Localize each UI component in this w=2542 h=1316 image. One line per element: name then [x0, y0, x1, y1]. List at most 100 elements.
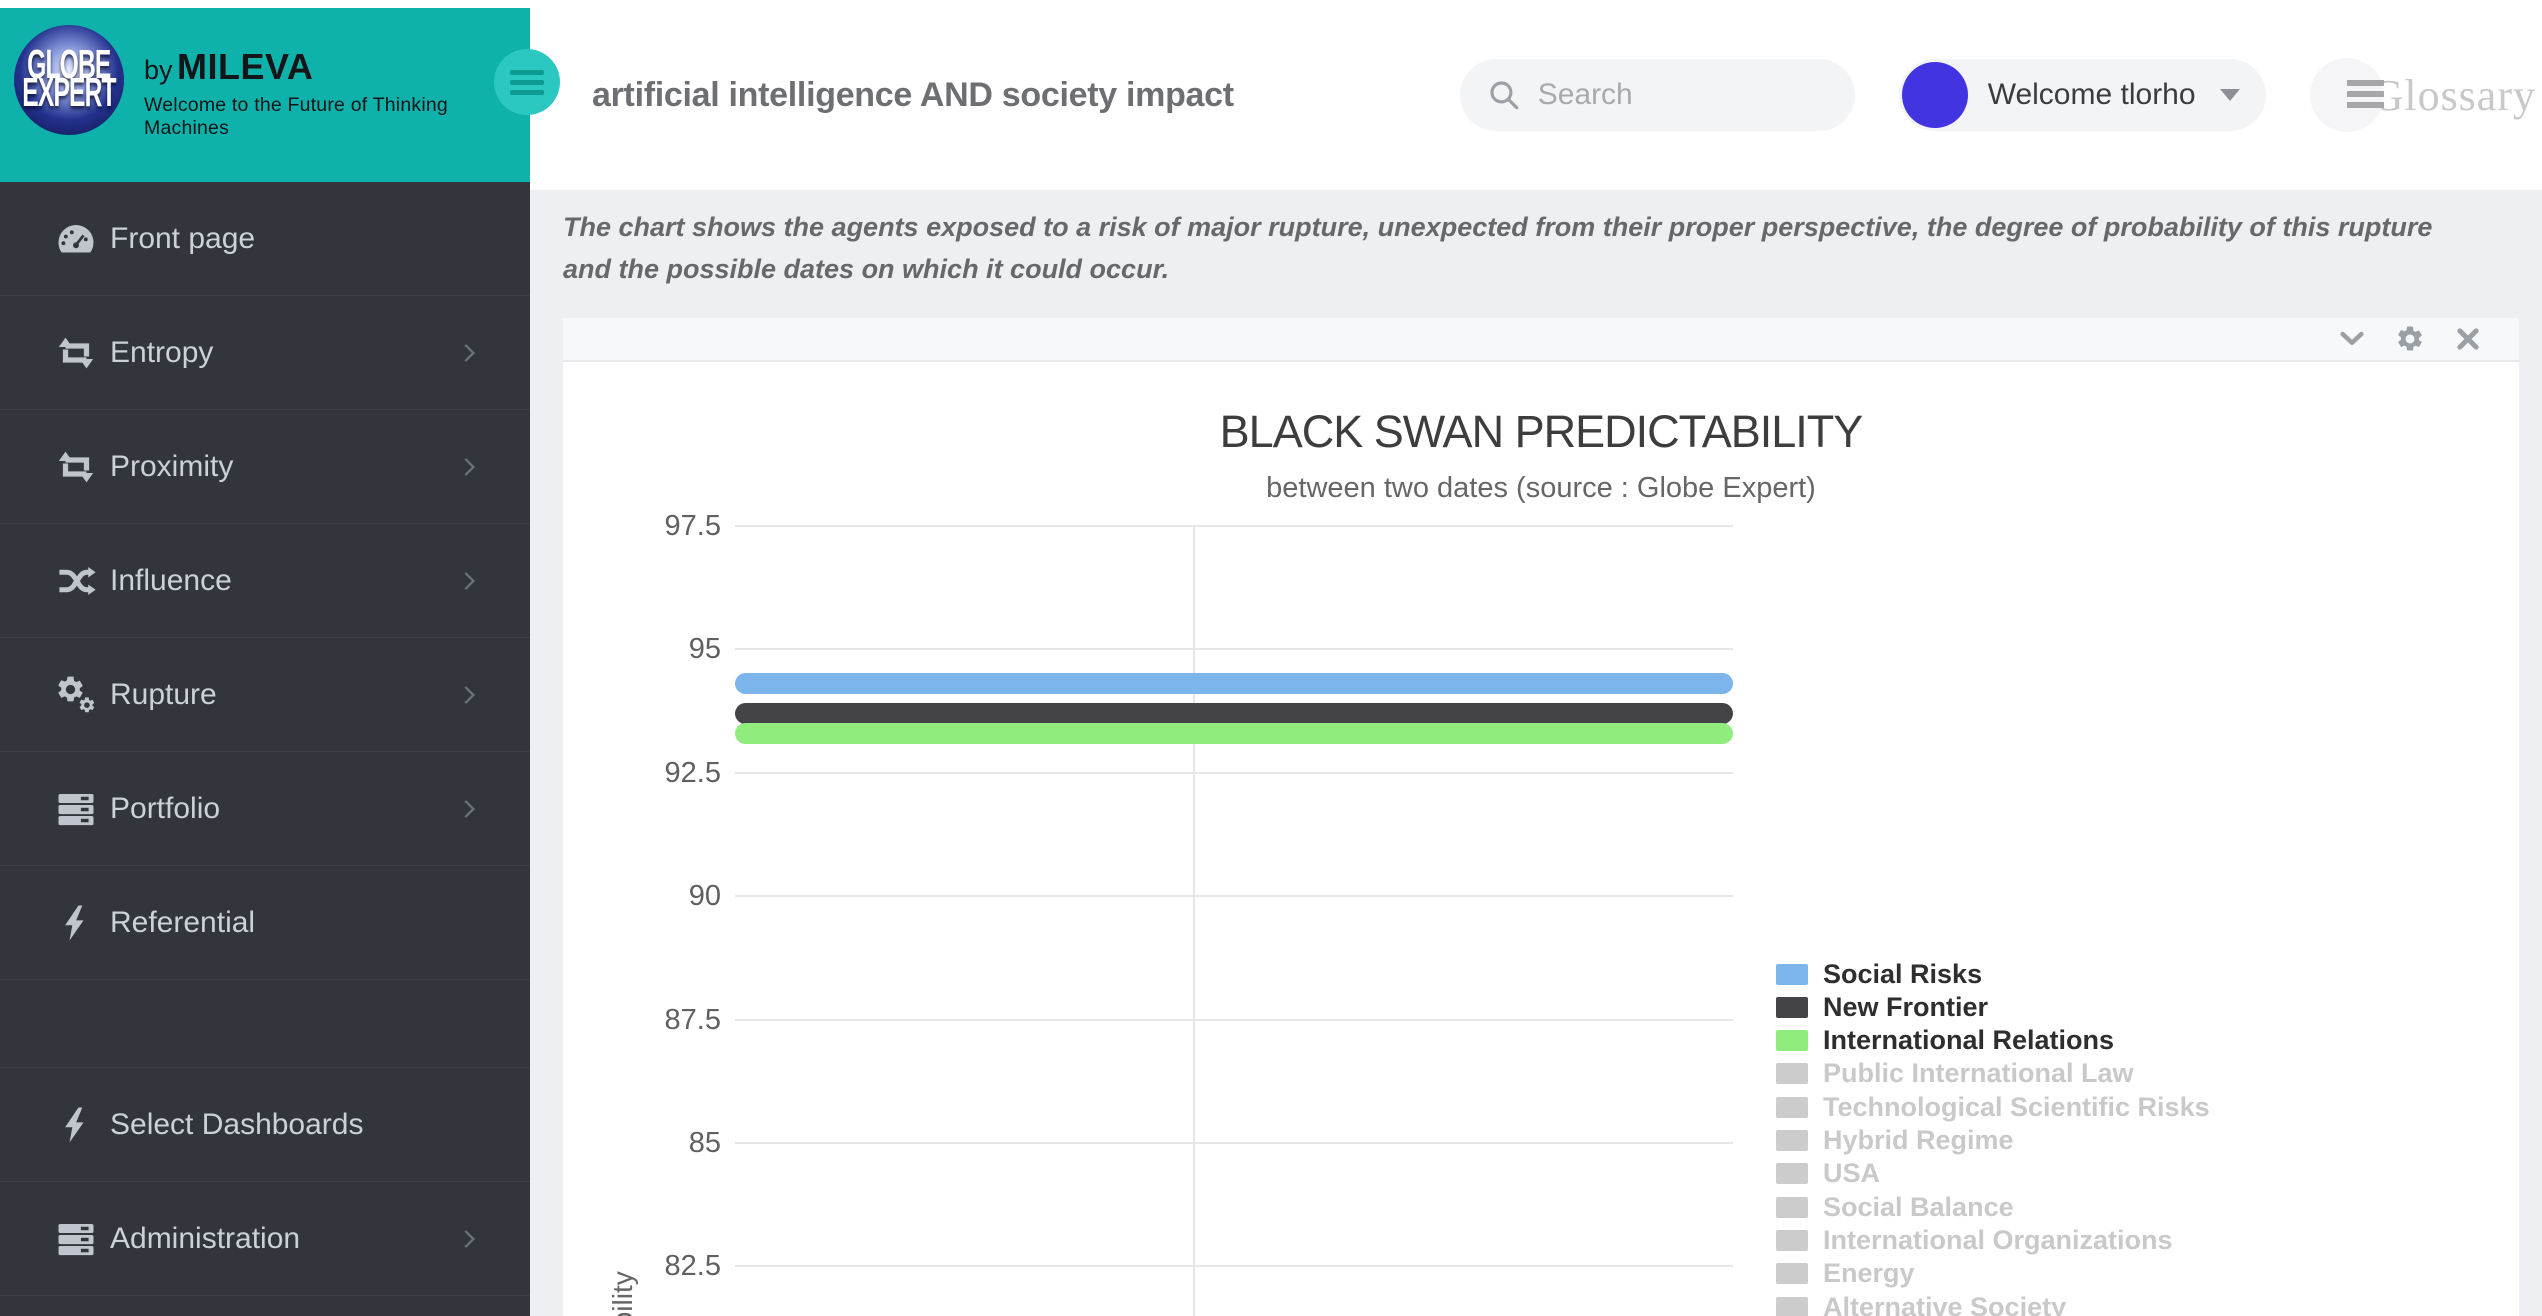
sidebar-item-proximity[interactable]: Proximity [0, 410, 530, 524]
retweet-icon [55, 446, 97, 488]
sidebar-item-label: Influence [110, 563, 232, 597]
user-avatar [1901, 62, 1968, 128]
chevron-right-icon [454, 566, 484, 596]
server-icon [55, 1218, 97, 1260]
legend-swatch [1776, 1263, 1808, 1285]
chevron-right-icon [454, 338, 484, 368]
sidebar-item-rupture[interactable]: Rupture [0, 638, 530, 752]
legend-swatch [1776, 1229, 1808, 1251]
legend-item-public-international-law[interactable]: Public International Law [1776, 1058, 2134, 1089]
panel-header [563, 318, 2519, 362]
chevron-right-icon [454, 794, 484, 824]
sidebar-item-label: Entropy [110, 335, 214, 369]
legend-item-energy[interactable]: Energy [1776, 1258, 1915, 1288]
sidebar-item-administration[interactable]: Administration [0, 1182, 530, 1296]
chart-subtitle: between two dates (source : Globe Expert… [1266, 472, 1816, 504]
legend-item-hybrid-regime[interactable]: Hybrid Regime [1776, 1125, 2014, 1155]
collapse-panel-button[interactable] [2335, 322, 2369, 356]
legend-item-social-balance[interactable]: Social Balance [1776, 1191, 2014, 1222]
user-menu[interactable]: Welcome tlorho [1898, 59, 2266, 131]
server-icon [55, 788, 97, 830]
y-tick-label: 82.5 [664, 1250, 721, 1283]
legend-swatch [1776, 963, 1808, 985]
globe-expert-logo: GLOBE EXPERT [14, 25, 124, 135]
legend-item-new-frontier[interactable]: New Frontier [1776, 992, 1988, 1022]
sidebar-item-referential[interactable]: Referential [0, 866, 530, 980]
gridline [735, 1018, 1733, 1021]
sidebar-item-spacer [0, 980, 530, 1068]
sidebar-item-label: Rupture [110, 677, 217, 711]
brand-tagline: Welcome to the Future of Thinking Machin… [144, 94, 448, 139]
sidebar-item-label: Front page [110, 221, 256, 255]
legend-label: USA [1823, 1158, 1881, 1189]
legend-item-international-relations[interactable]: International Relations [1776, 1025, 2115, 1056]
legend-item-usa[interactable]: USA [1776, 1158, 1881, 1189]
sidebar-item-label: Referential [110, 905, 256, 939]
legend-label: Hybrid Regime [1823, 1125, 2014, 1155]
search-input[interactable] [1537, 78, 1828, 112]
legend-label: Social Balance [1823, 1191, 2014, 1222]
y-tick-label: 97.5 [664, 510, 721, 542]
glossary-circle [2309, 58, 2384, 132]
gridline [735, 525, 1733, 527]
legend-label: International Relations [1823, 1025, 2115, 1056]
legend-item-international-organizations[interactable]: International Organizations [1776, 1225, 2173, 1255]
brand-text: by MILEVA Welcome to the Future of Think… [144, 46, 530, 140]
user-menu-label: Welcome tlorho [1987, 78, 2196, 111]
glossary-label: Glossary [2371, 70, 2536, 120]
sidebar: GLOBE EXPERT by MILEVA Welcome to the Fu… [0, 8, 530, 1316]
gridline [735, 1265, 1733, 1268]
chart-description: The chart shows the agents exposed to a … [563, 212, 2433, 284]
brand-header: GLOBE EXPERT by MILEVA Welcome to the Fu… [0, 8, 530, 182]
gridline [735, 648, 1733, 651]
legend-swatch [1776, 1063, 1808, 1085]
chart-title: BLACK SWAN PREDICTABILITY [1219, 406, 1864, 457]
sidebar-item-select-dashboards[interactable]: Select Dashboards [0, 1068, 530, 1182]
retweet-icon [55, 332, 97, 374]
legend-label: Social Risks [1823, 958, 1983, 989]
legend-swatch [1776, 1296, 1808, 1316]
menu-toggle-button[interactable] [494, 49, 560, 115]
sidebar-nav: Front page Entropy Proximity Influence Ruptu… [0, 182, 530, 1316]
series-line-social-risks [735, 673, 1733, 695]
brand-name: MILEVA [176, 46, 314, 87]
legend-item-alternative-society[interactable]: Alternative Society [1776, 1292, 2066, 1316]
logo-word-expert: EXPERT [22, 71, 116, 116]
bolt-icon [55, 1104, 97, 1146]
legend-swatch [1776, 1130, 1808, 1151]
y-tick-label: 85 [688, 1127, 721, 1159]
legend-label: Public International Law [1823, 1058, 2134, 1089]
page-title: artificial intelligence AND society impa… [592, 75, 1234, 114]
series-line-new-frontier [735, 703, 1733, 725]
search-box[interactable] [1459, 59, 1855, 131]
legend-item-technological-scientific-risks[interactable]: Technological Scientific Risks [1776, 1092, 2210, 1122]
gears-icon [55, 674, 97, 716]
legend-swatch [1776, 1163, 1808, 1185]
chevron-right-icon [454, 452, 484, 482]
legend-swatch [1776, 1096, 1808, 1118]
caret-down-icon [2219, 89, 2240, 101]
legend-swatch [1776, 1030, 1808, 1052]
close-panel-button[interactable] [2451, 322, 2485, 356]
sidebar-item-portfolio[interactable]: Portfolio [0, 752, 530, 866]
y-tick-label: 92.5 [664, 756, 721, 789]
gridline-vertical [1193, 526, 1196, 1316]
list-icon [2346, 80, 2384, 108]
bolt-icon [55, 902, 97, 944]
chevron-right-icon [454, 680, 484, 710]
sidebar-item-front-page[interactable]: Front page [0, 182, 530, 296]
y-tick-label: 90 [688, 880, 721, 913]
topbar-right-group: Welcome tlorho Glossary [1459, 0, 2536, 190]
sidebar-item-entropy[interactable]: Entropy [0, 296, 530, 410]
panel-settings-button[interactable] [2393, 322, 2427, 356]
legend-item-social-risks[interactable]: Social Risks [1776, 958, 1983, 989]
glossary-link[interactable]: Glossary [2309, 58, 2536, 132]
chevron-right-icon [454, 1224, 484, 1254]
logo-word-globe: GLOBE [27, 43, 111, 89]
gridline [735, 1142, 1733, 1144]
gridline [735, 771, 1733, 774]
chevron-down-icon [2340, 331, 2364, 345]
sidebar-item-influence[interactable]: Influence [0, 524, 530, 638]
search-icon [1486, 77, 1522, 113]
sidebar-item-label: Administration [110, 1221, 301, 1255]
